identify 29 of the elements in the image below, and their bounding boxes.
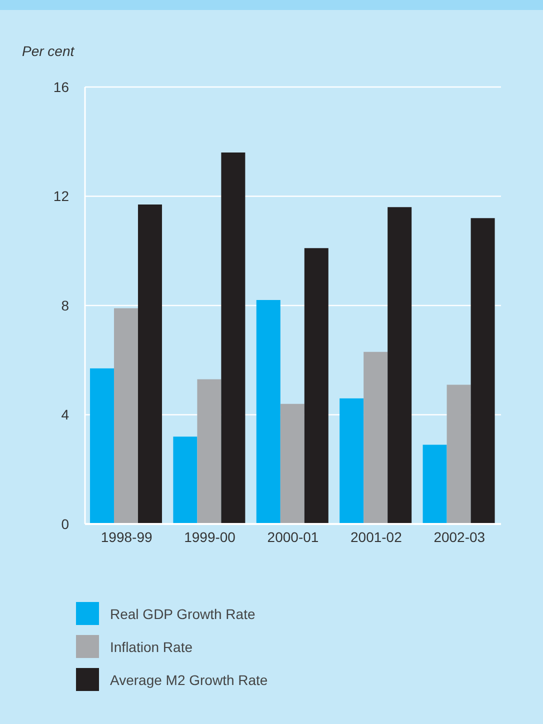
bar: [364, 352, 388, 524]
x-tick-label: 2001-02: [350, 528, 402, 545]
x-tick-label: 2000-01: [267, 528, 319, 545]
bar: [280, 404, 304, 524]
bar: [197, 379, 222, 524]
bar: [304, 248, 328, 524]
x-tick-label: 2002-03: [434, 528, 486, 545]
bar: [256, 300, 280, 524]
y-tick-label: 0: [61, 516, 70, 532]
x-tick-label: 1998-99: [100, 528, 152, 545]
bar: [138, 204, 162, 524]
bar: [422, 444, 447, 524]
y-tick-label: 8: [61, 297, 70, 314]
legend-label: Real GDP Growth Rate: [110, 606, 256, 622]
bar: [340, 398, 364, 524]
legend-label: Average M2 Growth Rate: [110, 672, 268, 688]
bar: [221, 152, 246, 524]
y-tick-label: 16: [53, 78, 70, 95]
bar: [90, 368, 114, 524]
y-axis-title: Per cent: [22, 43, 74, 59]
bar: [446, 384, 471, 524]
x-tick-label: 1999-00: [184, 528, 236, 545]
y-tick-label: 12: [53, 188, 70, 204]
bar: [114, 308, 138, 524]
y-tick-label: 4: [61, 406, 70, 423]
bar: [388, 207, 412, 524]
bar: [470, 218, 495, 524]
legend-label: Inflation Rate: [110, 638, 192, 654]
bar: [173, 436, 198, 524]
